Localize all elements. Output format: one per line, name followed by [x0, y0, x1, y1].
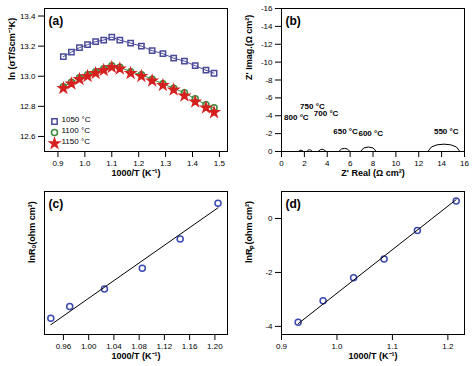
svg-text:1.16: 1.16 — [182, 342, 198, 351]
svg-text:1050 °C: 1050 °C — [62, 115, 91, 124]
svg-text:1.2: 1.2 — [442, 342, 454, 351]
svg-text:6: 6 — [347, 159, 353, 169]
svg-text:1.00: 1.00 — [81, 342, 97, 351]
svg-text:16: 16 — [460, 159, 469, 168]
svg-text:1.20: 1.20 — [207, 342, 223, 351]
svg-text:12.6: 12.6 — [20, 132, 36, 141]
svg-text:1.08: 1.08 — [131, 342, 147, 352]
svg-text:1.1: 1.1 — [106, 159, 118, 169]
svg-text:-2: -2 — [265, 268, 273, 277]
svg-text:550 °C: 550 °C — [434, 127, 459, 136]
svg-text:-2: -2 — [265, 129, 273, 138]
svg-text:-4: -4 — [265, 111, 273, 120]
svg-text:(d): (d) — [286, 197, 301, 211]
svg-text:0.9: 0.9 — [52, 159, 64, 168]
svg-text:ln (σT/Scm⁻¹K): ln (σT/Scm⁻¹K) — [7, 18, 17, 80]
svg-text:-6: -6 — [265, 93, 273, 102]
svg-text:13.2: 13.2 — [20, 42, 36, 51]
svg-text:2: 2 — [302, 159, 307, 168]
svg-text:12: 12 — [414, 159, 423, 168]
svg-text:Z' Real (Ω cm²): Z' Real (Ω cm²) — [341, 168, 404, 178]
svg-text:(b): (b) — [286, 14, 301, 28]
svg-text:lnRₒ(ohm cm²): lnRₒ(ohm cm²) — [27, 201, 37, 263]
svg-text:Z' Imag.(Ω cm²): Z' Imag.(Ω cm²) — [244, 15, 254, 80]
svg-text:-16: -16 — [261, 4, 273, 13]
svg-text:(a): (a) — [49, 14, 64, 28]
svg-text:1.3: 1.3 — [160, 159, 172, 168]
svg-text:1.1: 1.1 — [386, 342, 398, 352]
svg-text:700 °C: 700 °C — [314, 109, 339, 118]
svg-text:12.8: 12.8 — [20, 102, 36, 111]
svg-text:1.0: 1.0 — [331, 342, 343, 351]
svg-text:-4: -4 — [265, 322, 273, 331]
svg-text:-8: -8 — [265, 76, 273, 85]
svg-text:0: 0 — [268, 147, 273, 156]
svg-text:13.0: 13.0 — [20, 72, 36, 81]
svg-text:1.4: 1.4 — [187, 159, 199, 168]
svg-text:800 °C: 800 °C — [284, 113, 309, 122]
svg-text:1100 °C: 1100 °C — [62, 126, 91, 135]
svg-text:0: 0 — [279, 159, 284, 168]
svg-text:1.0: 1.0 — [79, 159, 91, 168]
svg-text:650 °C: 650 °C — [333, 127, 358, 136]
svg-text:4: 4 — [325, 159, 330, 168]
svg-text:lnRₚ(ohm cm²): lnRₚ(ohm cm²) — [244, 201, 255, 263]
svg-text:14: 14 — [437, 159, 446, 168]
svg-text:1000/T (K⁻¹): 1000/T (K⁻¹) — [111, 168, 160, 178]
svg-text:0.96: 0.96 — [56, 342, 72, 351]
svg-text:8: 8 — [370, 159, 376, 169]
svg-text:10: 10 — [391, 159, 401, 169]
svg-text:600 °C: 600 °C — [358, 129, 383, 138]
svg-text:1000/T (K⁻¹): 1000/T (K⁻¹) — [111, 351, 160, 361]
svg-text:750 °C: 750 °C — [300, 102, 325, 112]
svg-text:1.04: 1.04 — [106, 342, 122, 352]
svg-text:-12: -12 — [261, 40, 273, 49]
svg-text:0: 0 — [268, 214, 273, 223]
svg-text:-10: -10 — [261, 58, 273, 67]
svg-text:-14: -14 — [261, 22, 273, 31]
svg-text:0.9: 0.9 — [276, 342, 288, 351]
svg-text:1150 °C: 1150 °C — [62, 137, 91, 146]
svg-text:1.2: 1.2 — [133, 159, 145, 169]
svg-text:13.4: 13.4 — [20, 12, 36, 21]
svg-text:1000/T (K⁻¹): 1000/T (K⁻¹) — [348, 351, 397, 361]
svg-text:(c): (c) — [49, 197, 64, 211]
svg-text:1.12: 1.12 — [156, 342, 173, 352]
svg-text:1.5: 1.5 — [214, 159, 226, 168]
